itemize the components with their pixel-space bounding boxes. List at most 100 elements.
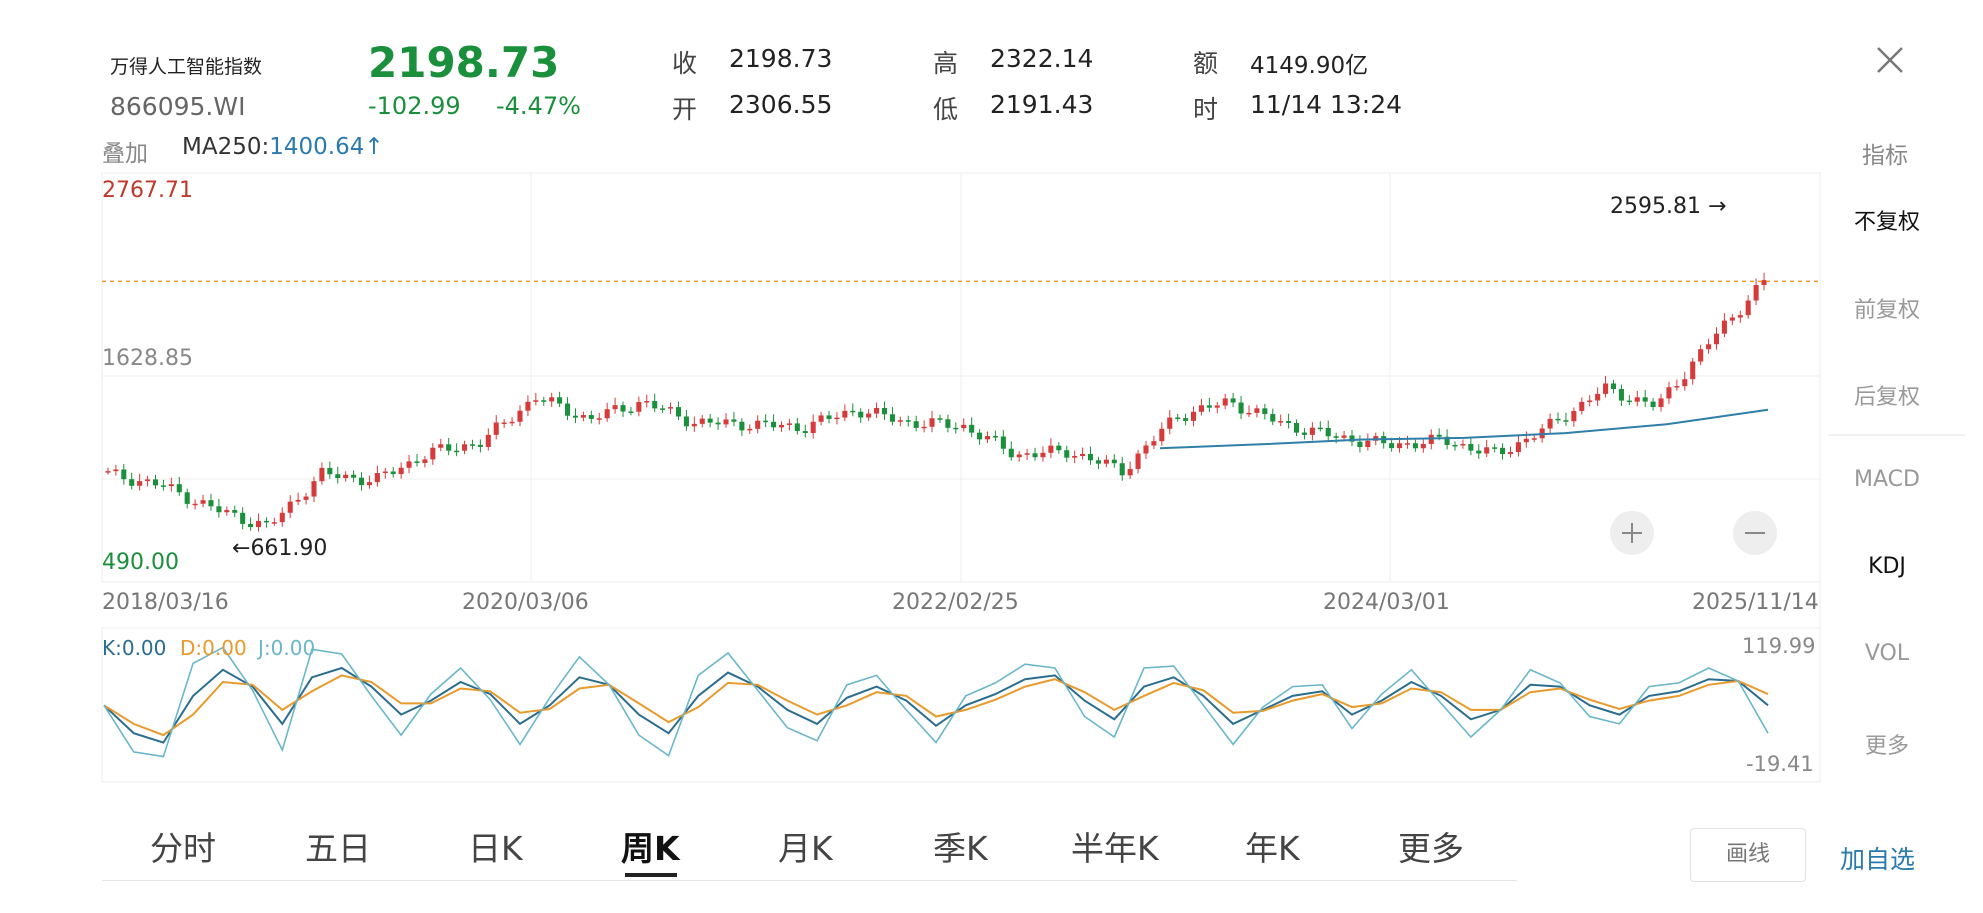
candle-body [121, 469, 127, 480]
price-change: -102.99 [368, 92, 461, 120]
candle-body [1286, 421, 1292, 423]
candle-body [1476, 450, 1482, 454]
add-watchlist-button[interactable]: 加自选 [1840, 845, 1916, 874]
ma250-layer [1159, 408, 1769, 450]
overlay-button[interactable]: 叠加 [102, 141, 148, 167]
tab-weekly-k[interactable]: 周K [621, 829, 680, 868]
candle-body [660, 408, 666, 410]
candle-body [1618, 388, 1624, 401]
quote-label-amount: 额 [1193, 49, 1219, 78]
candle-body [818, 415, 824, 422]
zoom-in-button[interactable] [1610, 511, 1654, 555]
candle-body [889, 414, 895, 422]
candle-body [1690, 361, 1696, 380]
side-item-kdj[interactable]: KDJ [1868, 554, 1906, 579]
candle-body [1072, 456, 1078, 458]
candle-body [1222, 398, 1228, 406]
candle-body [168, 484, 174, 487]
kdj-line-j [103, 646, 1769, 758]
candle-body [1317, 427, 1323, 430]
last-price: 2198.73 [368, 38, 560, 87]
candle-body [850, 410, 856, 413]
candle-body [1650, 401, 1656, 408]
quote-value-amount: 4149.90亿 [1250, 53, 1369, 79]
tab-intraday[interactable]: 分时 [150, 829, 216, 868]
close-icon[interactable] [1872, 42, 1908, 78]
candle-body [105, 471, 111, 473]
candle-body [374, 473, 380, 483]
candle-body [913, 421, 919, 428]
side-item-more[interactable]: 更多 [1864, 734, 1909, 759]
candle-body [469, 444, 475, 446]
candle-body [1111, 459, 1117, 464]
candle-body [945, 419, 951, 428]
candle-body [763, 420, 769, 423]
side-item-vol[interactable]: VOL [1864, 641, 1910, 666]
candle-body [1460, 443, 1466, 446]
candle-body [731, 419, 737, 422]
candle-body [1246, 412, 1252, 415]
left-arrow-icon: ← [232, 536, 251, 561]
candle-body [961, 424, 967, 429]
candle-body [184, 492, 190, 504]
candle-body [1183, 418, 1189, 421]
y-mid-label: 1628.85 [102, 346, 193, 371]
tab-quarterly-k[interactable]: 季K [933, 829, 988, 868]
candle-body [921, 426, 927, 429]
candle-body [1325, 427, 1331, 437]
candle-body [699, 418, 705, 424]
candle-body [192, 503, 198, 506]
side-item-macd[interactable]: MACD [1854, 467, 1920, 492]
candle-body [810, 421, 816, 433]
candle-body [351, 474, 357, 478]
candle-body [1270, 414, 1276, 422]
candle-body [1737, 315, 1743, 318]
min-annotation: ←661.90 [232, 536, 328, 561]
tab-half-year-k[interactable]: 半年K [1071, 829, 1159, 868]
candle-body [1492, 447, 1498, 449]
candle-body [794, 423, 800, 432]
candle-body [937, 418, 943, 420]
candle-body [295, 499, 301, 502]
candle-body [826, 415, 832, 419]
quote-label-time: 时 [1193, 95, 1219, 124]
kdj-y-max-label: 119.99 [1742, 634, 1816, 658]
tab-yearly-k[interactable]: 年K [1245, 829, 1300, 868]
candle-body [549, 397, 555, 402]
candle-body [992, 436, 998, 438]
quote-label-close: 收 [672, 49, 698, 78]
candle-body [1674, 386, 1680, 388]
side-item-no-adjust[interactable]: 不复权 [1853, 210, 1920, 235]
zoom-out-button[interactable] [1733, 511, 1777, 555]
tab-more[interactable]: 更多 [1398, 829, 1464, 868]
candle-body [319, 467, 325, 482]
candle-body [1436, 434, 1442, 437]
tabs-divider [102, 880, 1517, 881]
side-item-forward-adjust[interactable]: 前复权 [1853, 298, 1920, 323]
tab-monthly-k[interactable]: 月K [778, 829, 833, 868]
ma250-arrow-icon: ↑ [364, 134, 384, 160]
tab-five-day[interactable]: 五日 [305, 829, 371, 868]
candle-body [1365, 440, 1371, 448]
kdj-legend-j: J:0.00 [258, 636, 316, 660]
candle-body [485, 434, 491, 447]
candle-body [1666, 387, 1672, 399]
kdj-layer [103, 646, 1769, 758]
candle-body [263, 520, 269, 523]
side-item-backward-adjust[interactable]: 后复权 [1853, 385, 1920, 410]
candle-body [1698, 349, 1704, 362]
candle-body [604, 409, 610, 419]
candle-body [1729, 317, 1735, 321]
candle-body [786, 423, 792, 425]
candle-body [1095, 460, 1101, 464]
quote-value-time: 11/14 13:24 [1250, 90, 1403, 119]
draw-line-button[interactable]: 画线 [1690, 828, 1806, 882]
candle-body [1262, 408, 1268, 415]
candle-body [398, 467, 404, 475]
kdj-legend-k: K:0.00 [102, 636, 167, 660]
tab-daily-k[interactable]: 日K [468, 829, 523, 868]
candle-body [271, 522, 277, 524]
candle-body [1024, 453, 1030, 455]
candle-body [287, 501, 293, 513]
